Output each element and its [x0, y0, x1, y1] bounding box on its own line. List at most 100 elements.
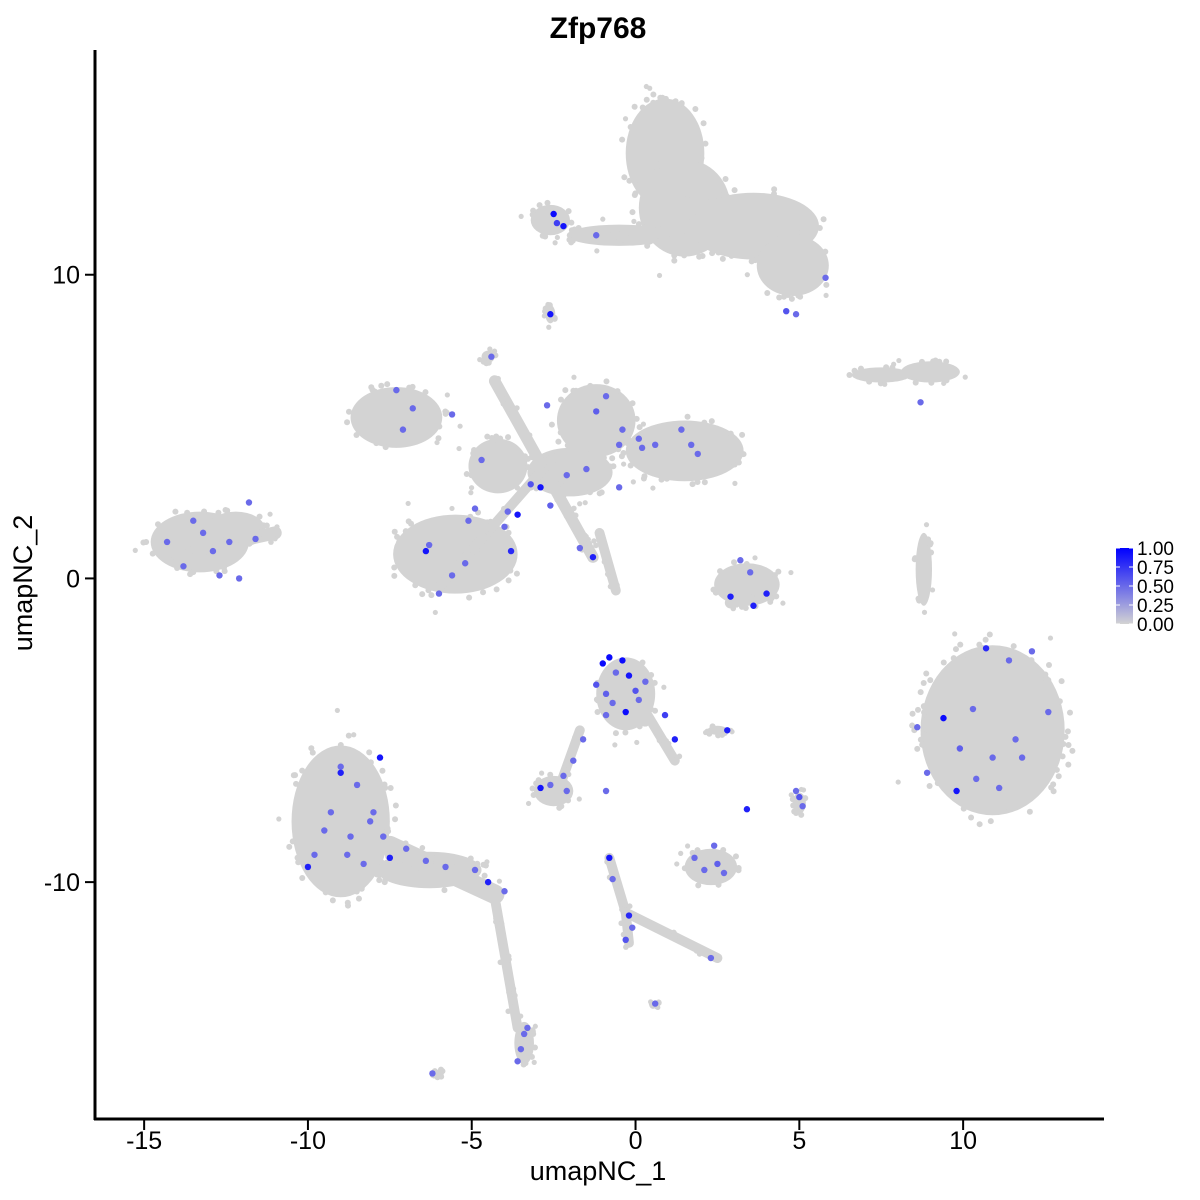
expressing-cell-point [714, 860, 721, 868]
expressing-cell-point [973, 775, 980, 783]
cell-point [795, 292, 802, 299]
cell-point [676, 753, 683, 760]
cell-point [594, 708, 601, 715]
cell-point [677, 218, 684, 225]
cell-point [633, 415, 640, 422]
cell-point [545, 463, 552, 470]
cell-point [1045, 662, 1052, 669]
cell-point [393, 858, 399, 865]
cell-point [345, 408, 352, 415]
cell-point [551, 314, 558, 321]
cell-point [354, 861, 361, 867]
expressing-cell-point [701, 866, 708, 874]
cell-point [459, 874, 466, 881]
cell-point [631, 103, 638, 110]
cell-point [732, 853, 739, 860]
cell-point [1042, 671, 1049, 678]
cell-point [201, 508, 208, 515]
cell-point [486, 531, 492, 538]
cell-point [441, 887, 448, 894]
expressing-cell-point [550, 210, 557, 218]
cell-point [709, 250, 716, 257]
cell-point [1059, 753, 1066, 760]
cell-point [740, 451, 747, 458]
expressing-cell-point [520, 1030, 528, 1038]
cell-point [293, 780, 300, 787]
cell-point [267, 511, 273, 517]
cell-point [629, 209, 636, 216]
cell-point [356, 885, 363, 892]
x-axis-label: umapNC_1 [530, 1156, 667, 1186]
cell-point [896, 357, 902, 364]
expressing-cell-point [678, 426, 685, 433]
cell-point [546, 324, 552, 330]
cell-point [920, 731, 927, 738]
expressing-cell-point [651, 441, 659, 449]
cell-point [957, 641, 964, 648]
cell-point [444, 392, 450, 398]
cell-cluster [380, 835, 505, 905]
cell-point [780, 600, 786, 606]
cell-point [382, 784, 389, 791]
cell-point [1047, 635, 1054, 641]
cell-point [698, 155, 705, 162]
cell-point [640, 421, 647, 427]
cell-point [484, 433, 491, 440]
cell-point [626, 177, 633, 184]
cell-point [656, 272, 663, 279]
cell-point [691, 209, 698, 216]
cluster-body [851, 367, 911, 383]
cell-point [712, 589, 719, 596]
cell-point [764, 290, 771, 297]
cell-point [529, 211, 536, 218]
expressing-cell-point [953, 787, 960, 795]
cell-point [374, 858, 381, 865]
expressing-cell-point [619, 426, 626, 433]
cell-point [790, 802, 797, 809]
cell-point [268, 539, 274, 545]
cell-point [749, 594, 755, 601]
cell-point [703, 949, 710, 955]
cell-point [470, 450, 477, 457]
y-tick-label: 0 [66, 565, 80, 593]
cell-point [882, 381, 888, 387]
colorbar-tick-label: 0.25 [1137, 596, 1174, 617]
cell-point [384, 381, 391, 388]
cell-point [531, 1059, 537, 1065]
cell-point [355, 895, 362, 902]
cell-cluster [744, 222, 830, 302]
cell-point [571, 374, 577, 380]
expressing-cell-point [353, 781, 361, 789]
cell-point [701, 479, 708, 486]
cell-point [393, 852, 399, 858]
expressing-cell-point [484, 878, 492, 886]
expressing-cell-point [609, 699, 616, 707]
expressing-cell-point [399, 426, 407, 433]
cell-cluster [344, 381, 463, 451]
cell-point [921, 709, 928, 716]
cell-point [653, 227, 660, 234]
expressing-cell-point [311, 851, 318, 858]
cell-point [771, 190, 778, 197]
expressing-cell-point [560, 772, 567, 780]
cell-point [591, 538, 597, 544]
cell-point [607, 583, 614, 590]
expressing-cell-point [507, 547, 515, 555]
cell-point [612, 870, 619, 877]
x-axis-ticks: -15 -10 -5 0 5 10 [126, 1120, 977, 1155]
cell-point [425, 587, 432, 594]
cell-point [558, 803, 565, 810]
expressing-cell-point [707, 954, 715, 962]
expressing-cell-point [442, 863, 449, 871]
expressing-cell-point [599, 660, 606, 667]
cell-point [656, 737, 663, 744]
cell-point [473, 548, 480, 555]
cell-point [743, 561, 750, 568]
cell-point [468, 472, 475, 479]
expressing-cell-point [471, 866, 479, 874]
cell-point [895, 779, 901, 785]
cell-point [857, 365, 864, 372]
cluster-bridge [434, 452, 559, 593]
cell-point [620, 434, 627, 441]
cell-point [621, 174, 628, 181]
